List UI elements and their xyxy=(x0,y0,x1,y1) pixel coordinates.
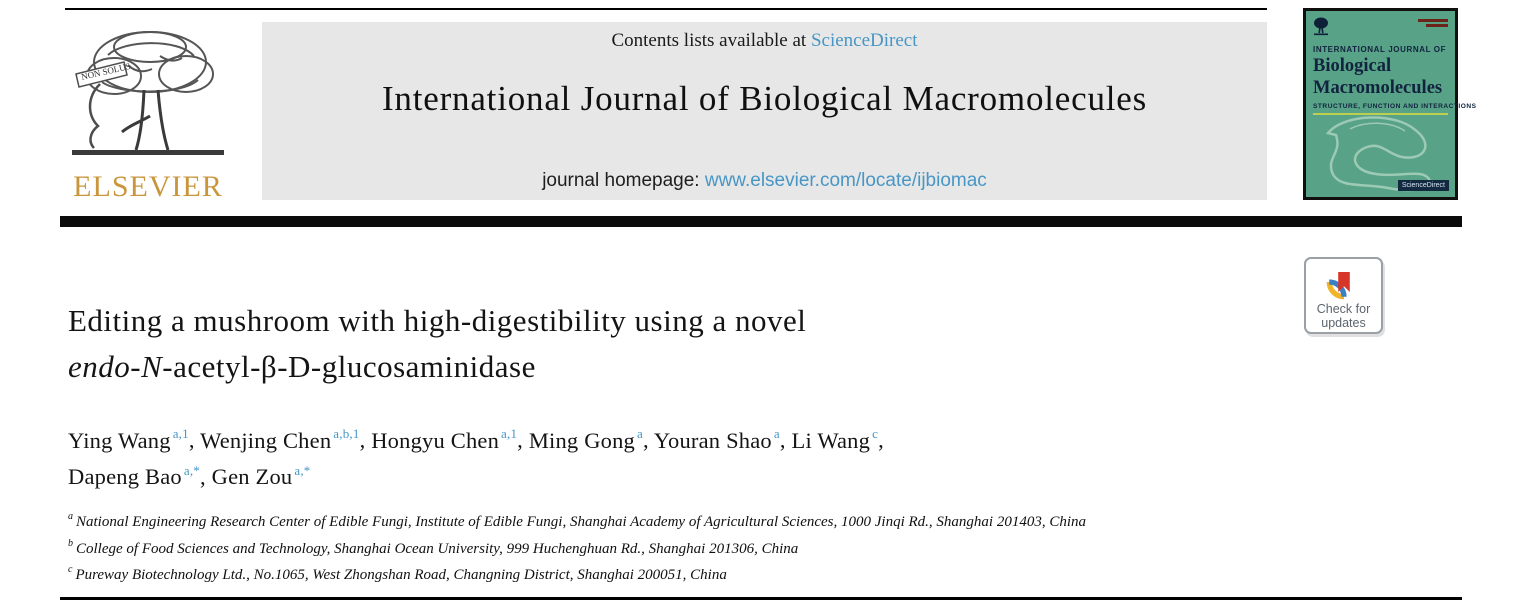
elsevier-logo: NON SOLUS ELSEVIER xyxy=(64,20,232,203)
affiliation-text: National Engineering Research Center of … xyxy=(76,514,1087,530)
author-superscript: a,* xyxy=(294,462,311,478)
author-name: Gen Zou a,* xyxy=(211,462,311,490)
article-title: Editing a mushroom with high-digestibili… xyxy=(68,298,1078,390)
author-superscript: a xyxy=(773,426,780,441)
author-superscript: c xyxy=(872,426,879,441)
affiliation-superscript: a xyxy=(68,511,73,522)
elsevier-tree-logo: NON SOLUS xyxy=(72,31,224,155)
homepage-line: journal homepage: www.elsevier.com/locat… xyxy=(262,170,1267,192)
article-title-line2-rest: -acetyl-β-D-glucosaminidase xyxy=(162,349,536,384)
article-title-line1: Editing a mushroom with high-digestibili… xyxy=(68,303,807,338)
journal-cover-thumbnail[interactable]: INTERNATIONAL JOURNAL OF Biological Macr… xyxy=(1303,8,1477,200)
check-badge-label: Check for updates xyxy=(1316,302,1371,330)
top-rule xyxy=(65,8,1267,10)
author-name: Ying Wang a,1 xyxy=(68,426,189,453)
cover-title-line1: Biological xyxy=(1313,56,1392,76)
author-name: Hongyu Chen a,1 xyxy=(371,426,518,453)
affiliation-row: b College of Food Sciences and Technology… xyxy=(68,534,1338,561)
section-divider-rule xyxy=(60,597,1462,600)
cover-kicker: INTERNATIONAL JOURNAL OF xyxy=(1313,45,1447,54)
cover-elsevier-mini-tree-icon xyxy=(1314,17,1328,36)
author-name: Youran Shao a xyxy=(653,426,780,453)
affiliation-superscript: b xyxy=(68,537,73,549)
author-name: Li Wang c xyxy=(791,426,879,453)
contents-line-prefix: Contents lists available at xyxy=(611,30,811,51)
affiliation-row: a National Engineering Research Center of… xyxy=(68,507,1338,534)
sciencedirect-link[interactable]: ScienceDirect xyxy=(810,30,918,51)
cover-header xyxy=(1313,17,1448,39)
cover-molecule-sketch xyxy=(1325,116,1432,192)
author-superscript: a xyxy=(637,426,643,441)
crossmark-icon xyxy=(1326,272,1350,300)
author-list: Ying Wang a,1, Wenjing Chen a,b,1, Hongyu … xyxy=(68,426,884,490)
author-name: Ming Gong a xyxy=(528,426,643,453)
check-for-updates-badge[interactable]: Check for updates xyxy=(1304,257,1383,334)
author-name: Dapeng Bao a,* xyxy=(68,462,200,490)
affiliation-superscript: c xyxy=(68,564,73,575)
elsevier-wordmark: ELSEVIER xyxy=(73,170,223,203)
journal-banner: Contents lists available at ScienceDirec… xyxy=(262,22,1267,200)
cover-issue-info xyxy=(1418,17,1448,27)
author-superscript: a,1 xyxy=(172,426,189,441)
author-name: Wenjing Chen a,b,1 xyxy=(200,426,360,453)
author-superscript: a,* xyxy=(183,462,200,478)
cover-sciencedirect-badge: ScienceDirect xyxy=(1397,180,1449,191)
journal-title: International Journal of Biological Macr… xyxy=(381,79,1148,118)
article-title-italic-part: endo-N xyxy=(68,349,163,384)
homepage-prefix: journal homepage: xyxy=(542,170,705,191)
header-divider-rule xyxy=(60,216,1462,227)
journal-homepage-link[interactable]: www.elsevier.com/locate/ijbiomac xyxy=(704,170,987,191)
affiliation-row: c Pureway Biotechnology Ltd., No.1065, We… xyxy=(68,560,1338,587)
vine xyxy=(88,83,101,149)
author-superscript: a,b,1 xyxy=(333,426,360,441)
cover-subtitle: STRUCTURE, FUNCTION AND INTERACTIONS xyxy=(1313,103,1477,110)
cover-title-line2: Macromolecules xyxy=(1313,78,1443,98)
affiliation-list: a National Engineering Research Center of… xyxy=(68,507,1338,587)
affiliation-text: Pureway Biotechnology Ltd., No.1065, Wes… xyxy=(75,567,727,583)
affiliation-text: College of Food Sciences and Technology,… xyxy=(76,540,799,557)
contents-line: Contents lists available at ScienceDirec… xyxy=(611,30,917,52)
author-superscript: a,1 xyxy=(501,426,518,441)
cover-accent-line xyxy=(1313,113,1448,115)
